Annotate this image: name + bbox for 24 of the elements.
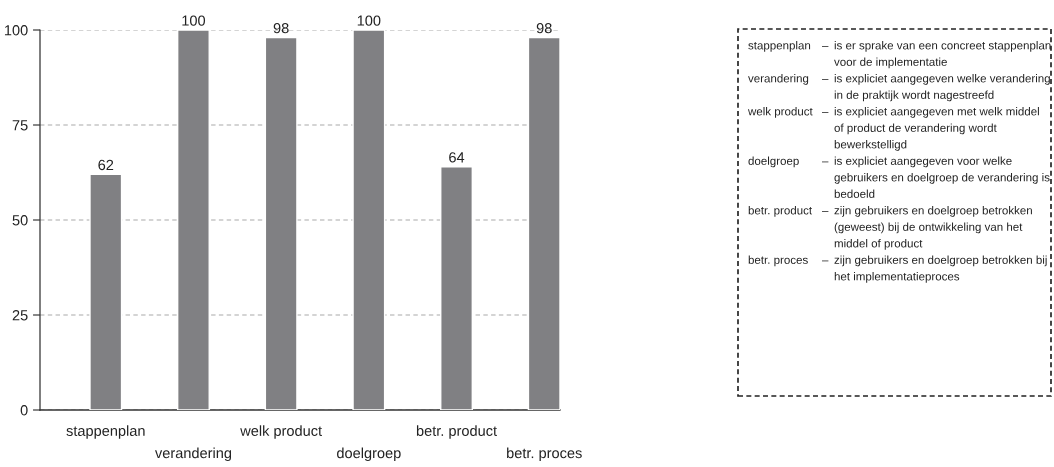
y-tick-label: 100 (4, 25, 28, 36)
bar (176, 30, 210, 410)
y-tick-label: 75 (12, 120, 28, 131)
bar (264, 36, 298, 410)
data-label: 62 (98, 159, 114, 171)
data-label: 100 (357, 15, 381, 26)
x-tick-label: doelgroep (337, 447, 401, 462)
y-tick-label: 50 (12, 215, 28, 226)
y-tick-label: 25 (12, 310, 28, 321)
data-label: 64 (449, 152, 465, 163)
bar (89, 173, 123, 410)
data-label: 100 (182, 15, 206, 26)
data-label: 98 (273, 23, 289, 34)
data-label: 98 (536, 23, 552, 34)
x-tick-label: betr. product (416, 425, 497, 439)
x-tick-label: verandering (155, 447, 232, 462)
text: betr. proces – zijn gebruikers en doelgroep betrokken bij het implementatieproces (748, 255, 1047, 283)
y-tick-label: 0 (20, 405, 28, 416)
x-tick-label: betr. proces (507, 447, 582, 462)
bar (527, 36, 560, 410)
x-tick-label: welk product (240, 425, 322, 439)
x-tick-label: stappenplan (66, 425, 145, 439)
bar (352, 30, 386, 410)
bar (440, 166, 474, 410)
